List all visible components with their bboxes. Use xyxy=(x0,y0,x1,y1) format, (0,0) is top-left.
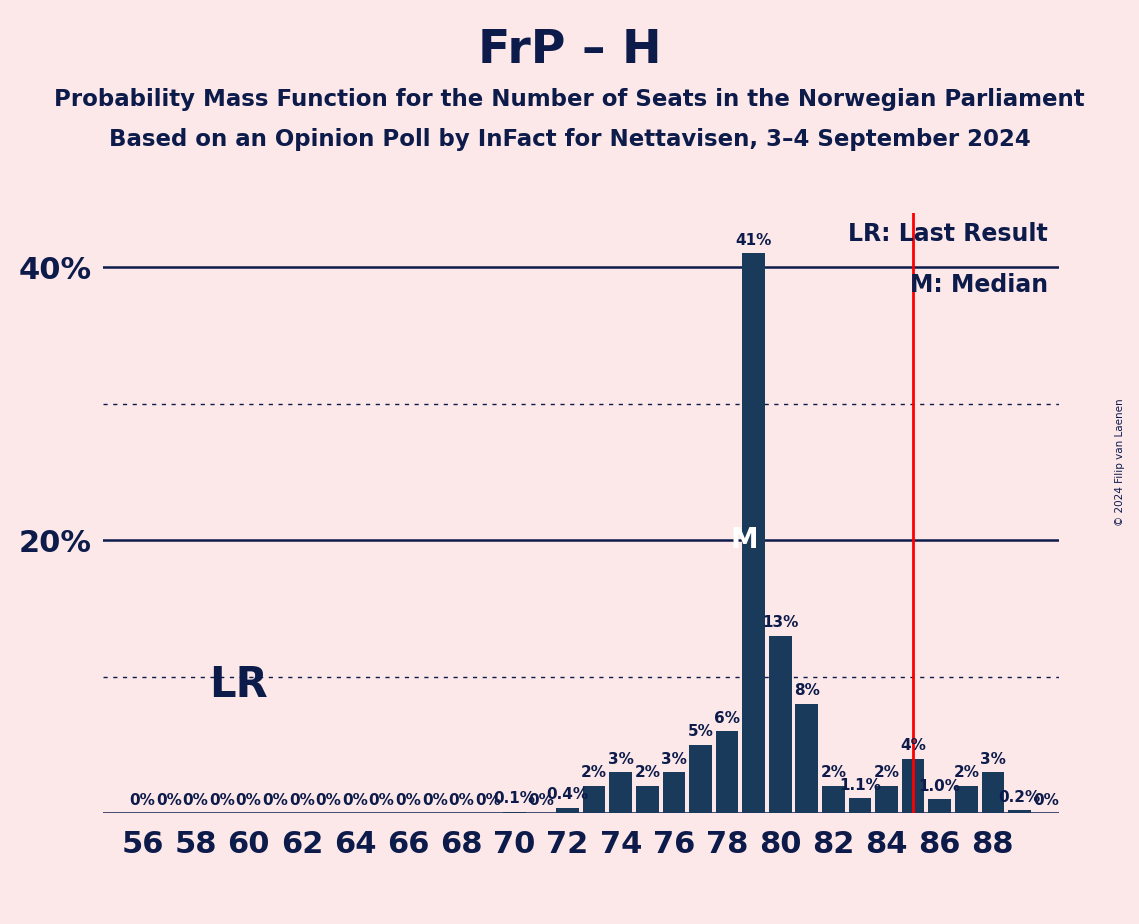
Bar xyxy=(715,731,738,813)
Bar xyxy=(795,704,818,813)
Text: 8%: 8% xyxy=(794,684,820,699)
Text: Based on an Opinion Poll by InFact for Nettavisen, 3–4 September 2024: Based on an Opinion Poll by InFact for N… xyxy=(108,128,1031,151)
Text: 2%: 2% xyxy=(820,765,846,781)
Bar xyxy=(636,785,658,813)
Text: 3%: 3% xyxy=(661,752,687,767)
Text: 0.1%: 0.1% xyxy=(493,791,535,807)
Text: 3%: 3% xyxy=(608,752,633,767)
Text: 0%: 0% xyxy=(475,793,501,808)
Bar xyxy=(583,785,606,813)
Bar xyxy=(769,636,792,813)
Text: 2%: 2% xyxy=(581,765,607,781)
Text: M: M xyxy=(730,526,759,554)
Text: 2%: 2% xyxy=(953,765,980,781)
Bar xyxy=(503,812,526,813)
Text: 41%: 41% xyxy=(736,233,772,248)
Text: 5%: 5% xyxy=(688,724,713,739)
Text: 3%: 3% xyxy=(980,752,1006,767)
Text: 0%: 0% xyxy=(421,793,448,808)
Bar xyxy=(743,253,765,813)
Text: Probability Mass Function for the Number of Seats in the Norwegian Parliament: Probability Mass Function for the Number… xyxy=(55,88,1084,111)
Bar xyxy=(1008,810,1031,813)
Text: 0.2%: 0.2% xyxy=(998,790,1041,805)
Text: 0%: 0% xyxy=(262,793,288,808)
Bar xyxy=(609,772,632,813)
Bar xyxy=(689,745,712,813)
Bar xyxy=(849,798,871,813)
Bar xyxy=(875,785,898,813)
Text: LR: Last Result: LR: Last Result xyxy=(849,222,1048,246)
Bar xyxy=(928,799,951,813)
Text: 1.1%: 1.1% xyxy=(839,778,880,793)
Bar xyxy=(954,785,977,813)
Bar xyxy=(902,759,925,813)
Text: 13%: 13% xyxy=(762,615,798,630)
Text: © 2024 Filip van Laenen: © 2024 Filip van Laenen xyxy=(1115,398,1124,526)
Bar xyxy=(556,808,579,813)
Text: 0%: 0% xyxy=(130,793,155,808)
Text: M: Median: M: Median xyxy=(910,273,1048,297)
Text: FrP – H: FrP – H xyxy=(477,28,662,73)
Text: 0%: 0% xyxy=(395,793,421,808)
Text: 2%: 2% xyxy=(874,765,900,781)
Text: 0%: 0% xyxy=(210,793,235,808)
Text: 0%: 0% xyxy=(182,793,208,808)
Text: 0%: 0% xyxy=(369,793,394,808)
Text: 6%: 6% xyxy=(714,711,740,725)
Text: 0%: 0% xyxy=(289,793,314,808)
Bar xyxy=(822,785,845,813)
Text: 2%: 2% xyxy=(634,765,661,781)
Text: 0%: 0% xyxy=(1033,793,1059,808)
Text: 0%: 0% xyxy=(236,793,262,808)
Text: 0%: 0% xyxy=(316,793,342,808)
Text: LR: LR xyxy=(208,664,268,706)
Text: 0%: 0% xyxy=(342,793,368,808)
Text: 1.0%: 1.0% xyxy=(919,779,960,794)
Bar xyxy=(663,772,686,813)
Text: 0%: 0% xyxy=(449,793,474,808)
Text: 0%: 0% xyxy=(156,793,182,808)
Text: 4%: 4% xyxy=(900,738,926,753)
Text: 0.4%: 0.4% xyxy=(547,787,589,802)
Text: 0%: 0% xyxy=(528,793,554,808)
Bar xyxy=(982,772,1005,813)
